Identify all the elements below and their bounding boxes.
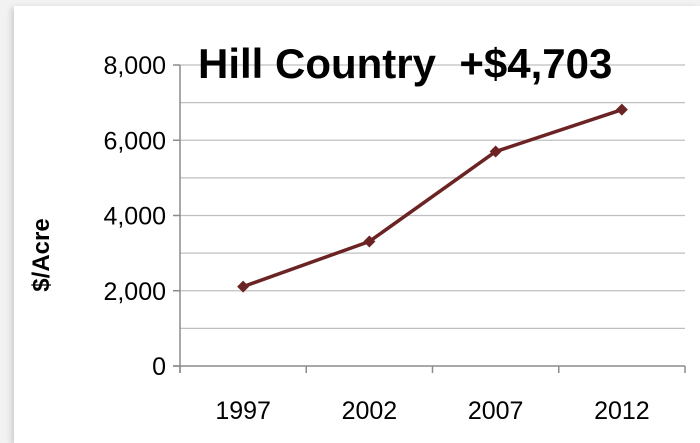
series-group bbox=[237, 103, 628, 293]
data-point-marker bbox=[363, 235, 376, 248]
x-tick-label: 2007 bbox=[468, 397, 524, 425]
axes bbox=[173, 65, 685, 373]
grid-lines bbox=[180, 64, 685, 330]
chart-title: Hill Country +$4,703 bbox=[198, 40, 612, 87]
chart-panel bbox=[14, 6, 700, 443]
y-tick-labels: 0 2,000 4,000 6,000 8,000 bbox=[103, 52, 180, 381]
x-tick-label: 1997 bbox=[215, 397, 271, 425]
y-tick-label: 4,000 bbox=[103, 203, 166, 231]
x-tick-labels: 1997 2002 2007 2012 bbox=[179, 366, 686, 425]
series-line bbox=[242, 107, 623, 289]
y-tick-label: 6,000 bbox=[103, 127, 166, 155]
y-tick-label: 8,000 bbox=[103, 52, 166, 80]
y-axis-title: $/Acre bbox=[28, 218, 55, 291]
y-tick-label: 2,000 bbox=[103, 278, 166, 306]
x-tick-label: 2002 bbox=[342, 397, 398, 425]
y-tick-label: 0 bbox=[152, 353, 166, 381]
data-point-marker bbox=[615, 103, 628, 116]
x-tick-label: 2012 bbox=[594, 397, 650, 425]
data-point-marker bbox=[489, 145, 502, 158]
data-point-marker bbox=[237, 280, 250, 293]
